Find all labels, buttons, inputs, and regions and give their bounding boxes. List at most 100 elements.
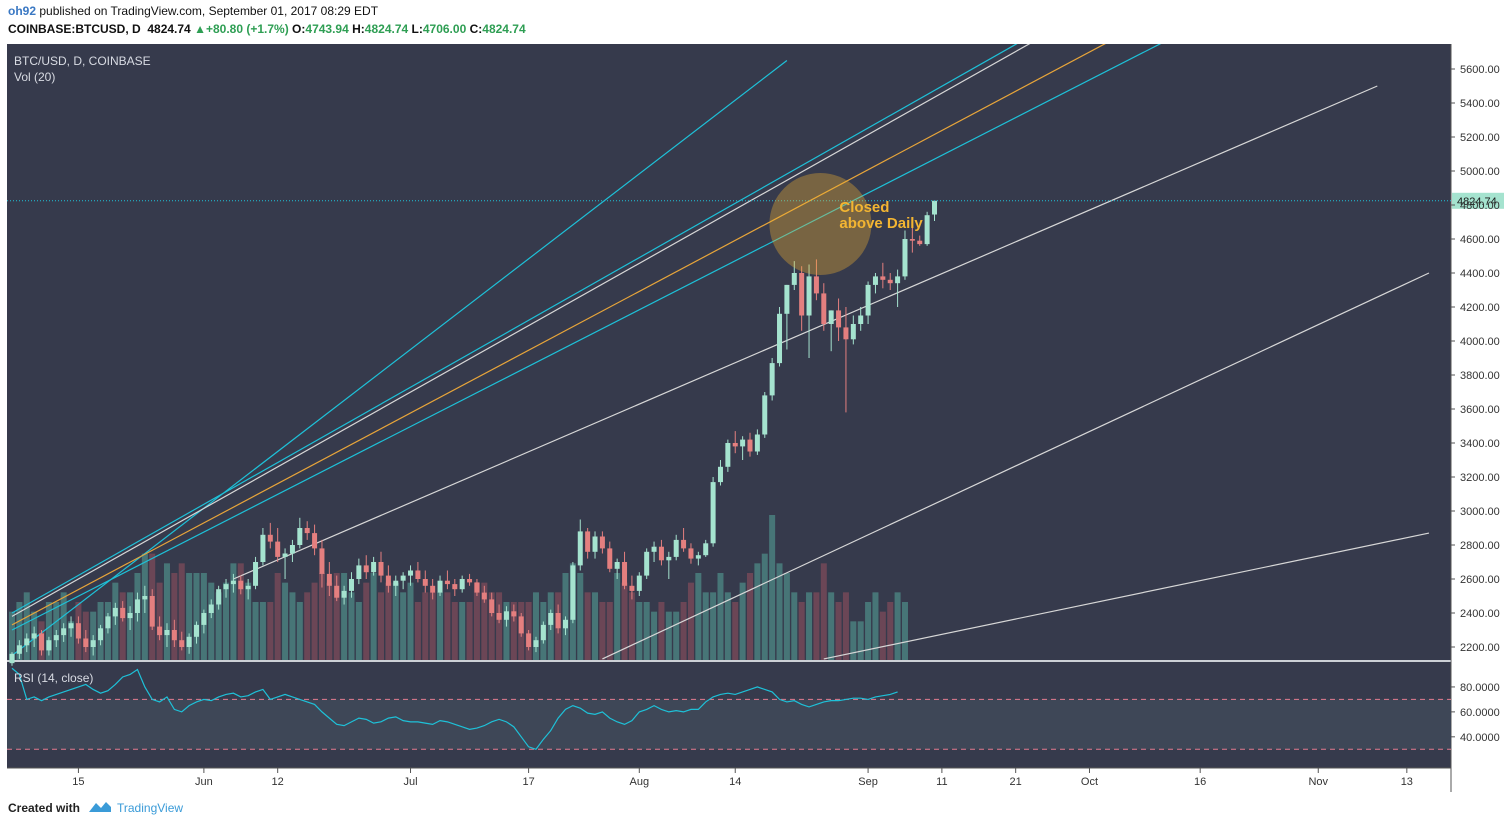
annotation-line-1: Closed [839,199,889,216]
volume-bar [865,602,872,660]
volume-bar [341,573,348,660]
candle-body [186,636,192,647]
candle-body [909,239,915,241]
volume-bar [488,592,495,660]
trend-line-white[interactable] [602,272,1430,660]
candle-body [223,584,229,590]
candle-body [98,628,104,641]
candle-body [695,555,701,559]
candle-body [363,565,369,573]
volume-bar [776,563,783,660]
price-tick-label: 5600.00 [1460,64,1500,76]
candle-body [681,539,687,549]
volume-bar [193,573,200,660]
volume-bar [813,592,820,660]
volume-bar [245,582,252,660]
time-tick-label: Aug [630,776,650,788]
price-tick-label: 4800.00 [1460,200,1500,212]
volume-bar [614,573,621,660]
candle-body [932,200,937,215]
trend-line-white[interactable] [233,85,1378,580]
candle-body [194,624,199,637]
candle-body [540,624,546,641]
chart-canvas[interactable]: 40.0000 60.0000 80.0000 4824.74 2200.00 2400… [0,44,1512,793]
candle-body [275,541,281,557]
ohlc-line: COINBASE:BTCUSD, D 4824.74 ▲+80.80 (+1.7… [8,22,526,36]
candle-body [585,531,591,552]
candle-body [260,534,266,562]
candle-body [592,536,598,552]
volume-bar [282,582,289,660]
last-price-tag [1452,192,1504,209]
price-tick-label: 4000.00 [1460,336,1500,348]
publisher-name[interactable]: oh92 [8,4,37,18]
time-tick-label: 21 [1010,776,1022,788]
trend-line-cyan[interactable] [11,44,1377,631]
rsi-indicator-label: RSI (14, close) [14,671,93,685]
volume-bar [842,592,849,660]
candle-body [9,653,15,664]
volume-bar [584,592,591,660]
low-label: L: [411,22,423,36]
trend-lines[interactable] [11,44,1430,660]
candle-body [629,585,635,591]
volume-bar [68,621,75,660]
volume-bar [481,582,488,660]
candle-body [149,596,155,627]
price-pane[interactable] [7,44,1451,660]
volume-bar [791,592,798,660]
tradingview-brand-link[interactable]: TradingView [117,801,184,815]
volume-bar [289,592,296,660]
candle-body [836,310,842,328]
candle-body [46,640,52,651]
candle-body [430,585,436,593]
candle-body [297,528,303,545]
volume-bar [680,602,687,660]
volume-bar [407,582,414,660]
trend-line-orange[interactable] [11,44,1377,626]
rsi-tick-label: 40.0000 [1460,732,1500,744]
candle-body [828,310,834,324]
candle-body [548,613,554,625]
volume-bar [274,573,281,660]
time-tick-label: Sep [858,776,878,788]
volume-bar [894,592,901,660]
candle-body [599,536,605,549]
candle-body [740,439,746,447]
candle-body [348,579,354,591]
candle-body [732,443,738,447]
volume-bar [636,602,643,660]
volume-bar [754,563,761,660]
low-value: 4706.00 [422,22,467,36]
candle-body [518,616,524,634]
price-tick-label: 3200.00 [1460,472,1500,484]
candle-body [208,604,214,613]
trend-line-white[interactable] [11,44,1377,617]
volume-bar [414,602,421,660]
published-text: published on TradingView.com, September … [39,4,379,18]
price-tick-label: 5400.00 [1460,98,1500,110]
volume-bar [835,602,842,660]
time-tick-label: Nov [1308,776,1328,788]
candle-body [688,548,694,559]
volume-bar [9,611,15,660]
candle-body [61,628,67,636]
volume-bar [311,582,318,660]
candle-body [467,579,473,583]
volume-bar [392,582,399,660]
trend-line-cyan[interactable] [11,44,1377,614]
candle-body [24,638,30,646]
volume-bar [702,592,709,660]
annotation-line-2: above Daily [839,215,923,232]
candle-body [865,284,871,316]
candle-body [533,640,539,647]
candle-body [924,215,930,245]
trend-line-white[interactable] [823,532,1430,660]
volume-bar [665,611,672,660]
chart-header: oh92 published on TradingView.com, Septe… [0,0,1512,44]
last-price-label: 4824.74 [1457,196,1497,208]
time-tick-label: 11 [936,776,947,788]
candle-body [666,556,672,561]
price-tick-label: 5200.00 [1460,132,1500,144]
candle-body [887,279,893,284]
